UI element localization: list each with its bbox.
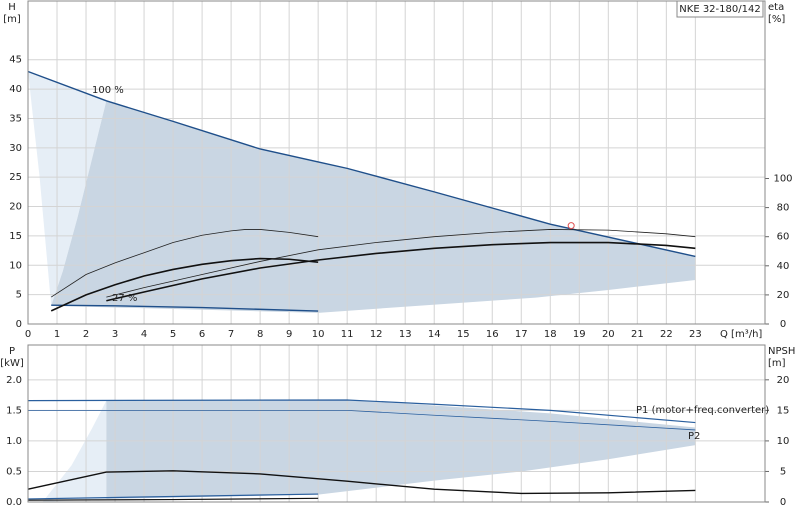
x-tick-label: 5 <box>170 329 176 340</box>
x-tick-label: 14 <box>428 329 441 340</box>
y2-tick-label: 10 <box>777 436 790 447</box>
y-axis-label: [m] <box>3 14 21 25</box>
y-tick-label: 0.0 <box>6 497 22 508</box>
curve <box>27 497 319 501</box>
y-tick-label: 40 <box>9 84 22 95</box>
x-tick-label: 13 <box>399 329 412 340</box>
y-axis-label: H <box>8 2 16 13</box>
x-tick-label: 9 <box>286 329 292 340</box>
y2-tick-label: 40 <box>777 261 790 272</box>
y-tick-label: 20 <box>9 202 22 213</box>
x-tick-label: 1 <box>54 329 60 340</box>
curve <box>27 70 696 258</box>
y-tick-label: 25 <box>9 172 22 183</box>
y-tick-label: 1.0 <box>6 436 22 447</box>
y2-axis-label: [m] <box>768 358 786 369</box>
x-tick-label: 18 <box>544 329 557 340</box>
y-tick-label: 0.5 <box>6 466 22 477</box>
y-tick-label: 1.5 <box>6 405 22 416</box>
x-tick-label: 8 <box>257 329 263 340</box>
y2-axis-label: NPSH <box>768 346 795 357</box>
y2-tick-label: 100 <box>773 174 792 185</box>
operating-region <box>28 71 107 306</box>
y2-tick-label: 80 <box>777 203 790 214</box>
plot-frame <box>27 0 766 325</box>
curve <box>106 241 696 302</box>
y-tick-label: 2.0 <box>6 375 22 386</box>
y-tick-label: 35 <box>9 113 22 124</box>
x-tick-label: 16 <box>486 329 499 340</box>
x-tick-label: 4 <box>141 329 147 340</box>
y-tick-label: 30 <box>9 143 22 154</box>
curve <box>106 229 696 298</box>
chart-title: NKE 32-180/142 <box>679 4 760 15</box>
operating-region <box>42 400 107 502</box>
annotation: 100 % <box>92 85 124 96</box>
y-axis-label: [kW] <box>0 358 24 369</box>
y2-tick-label: 20 <box>777 290 790 301</box>
curve <box>50 229 319 298</box>
annotation: P2 <box>688 431 700 442</box>
y2-tick-label: 5 <box>780 466 786 477</box>
x-tick-label: 2 <box>83 329 89 340</box>
x-tick-label: 11 <box>341 329 354 340</box>
y2-tick-label: 15 <box>777 405 790 416</box>
curve <box>27 493 319 500</box>
x-tick-label: 15 <box>457 329 470 340</box>
x-tick-label: 6 <box>199 329 205 340</box>
x-tick-label: 19 <box>573 329 586 340</box>
y-tick-label: 45 <box>9 55 22 66</box>
x-tick-label: 17 <box>515 329 528 340</box>
annotation: 27 % <box>112 293 137 304</box>
x-tick-label: 10 <box>312 329 325 340</box>
y-tick-label: 0 <box>16 319 22 330</box>
legend-box <box>676 0 764 18</box>
y2-axis-label: eta <box>768 2 784 13</box>
x-tick-label: 3 <box>112 329 118 340</box>
curve <box>27 399 696 424</box>
curve <box>51 304 319 312</box>
plot-frame <box>27 344 766 503</box>
duty-point <box>567 222 575 230</box>
x-tick-label: 0 <box>25 329 31 340</box>
y2-tick-label: 20 <box>777 375 790 386</box>
y-tick-label: 15 <box>9 231 22 242</box>
y2-axis-label: [%] <box>768 14 785 25</box>
x-tick-label: 21 <box>631 329 644 340</box>
x-tick-label: 12 <box>370 329 383 340</box>
x-tick-label: 22 <box>660 329 673 340</box>
y-tick-label: 10 <box>9 260 22 271</box>
x-tick-label: 7 <box>228 329 234 340</box>
curve <box>27 470 696 495</box>
y-tick-label: 5 <box>16 290 22 301</box>
curve <box>28 409 696 431</box>
y2-tick-label: 0 <box>780 497 786 508</box>
annotation: P1 (motor+freq.converter) <box>636 405 769 416</box>
x-tick-label: 20 <box>602 329 615 340</box>
y-axis-label: P <box>9 346 15 357</box>
y2-tick-label: 60 <box>777 232 790 243</box>
y2-tick-label: 0 <box>780 319 786 330</box>
x-tick-label: 23 <box>689 329 702 340</box>
x-axis-label: Q [m³/h] <box>720 329 762 340</box>
